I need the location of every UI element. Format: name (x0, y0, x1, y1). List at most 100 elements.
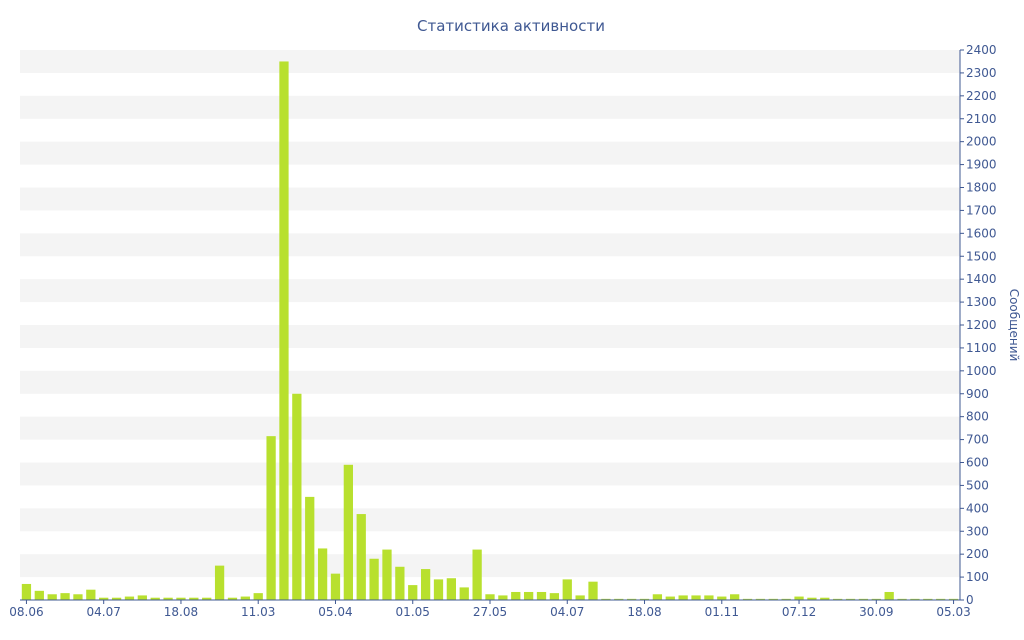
bar[interactable] (266, 436, 276, 600)
bar[interactable] (111, 597, 122, 600)
grid-band (20, 279, 960, 303)
x-tick-label: 27.05 (473, 605, 507, 619)
bar[interactable] (575, 595, 585, 600)
y-axis-label: Сообщений (1007, 289, 1021, 362)
y-tick-label: 1300 (966, 295, 997, 309)
bar[interactable] (910, 598, 920, 600)
bar[interactable] (433, 579, 444, 601)
bar[interactable] (614, 598, 624, 600)
bar[interactable] (717, 596, 727, 600)
bar[interactable] (845, 598, 856, 600)
y-tick-label: 2200 (966, 89, 997, 103)
bar[interactable] (227, 597, 238, 600)
bar[interactable] (678, 595, 688, 600)
bar[interactable] (124, 596, 135, 600)
x-tick-label: 11.03 (241, 605, 275, 619)
x-tick-label: 05.03 (936, 605, 970, 619)
bar[interactable] (627, 598, 637, 600)
bar[interactable] (820, 597, 830, 600)
bar[interactable] (34, 590, 44, 600)
grid-band (20, 370, 960, 394)
y-tick-label: 1200 (966, 318, 997, 332)
bar[interactable] (420, 569, 431, 600)
x-tick-label: 30.09 (859, 605, 893, 619)
y-ticks-group: 0 100 200 300 400 500 600 700 800 900 1000 1100 1200… (960, 43, 997, 607)
bar[interactable] (47, 594, 57, 600)
x-tick-label: 07.12 (782, 605, 816, 619)
bar[interactable] (137, 595, 147, 600)
bar[interactable] (601, 598, 611, 600)
bar[interactable] (240, 596, 250, 600)
bar[interactable] (253, 593, 263, 601)
grid-band (20, 325, 960, 348)
bar[interactable] (86, 589, 96, 600)
bar[interactable] (21, 583, 32, 600)
bar[interactable] (511, 591, 521, 600)
bar[interactable] (768, 598, 778, 600)
bar[interactable] (60, 593, 70, 601)
bar[interactable] (485, 594, 495, 600)
bar[interactable] (150, 597, 160, 600)
y-tick-label: 1800 (966, 181, 997, 195)
bar[interactable] (523, 591, 534, 600)
bars-group (21, 61, 959, 601)
bar[interactable] (73, 594, 83, 600)
bar[interactable] (781, 598, 791, 600)
x-tick-label: 01.11 (705, 605, 739, 619)
bar[interactable] (897, 598, 907, 600)
bar[interactable] (163, 597, 173, 600)
bar[interactable] (936, 598, 946, 600)
bar[interactable] (343, 464, 353, 600)
bar[interactable] (176, 597, 186, 600)
bar[interactable] (730, 594, 740, 600)
y-tick-label: 0 (966, 593, 974, 607)
bar[interactable] (665, 596, 675, 600)
bar[interactable] (408, 585, 418, 600)
bar[interactable] (549, 593, 560, 601)
grid-band (20, 233, 960, 257)
bar[interactable] (202, 597, 212, 600)
y-tick-label: 1600 (966, 226, 997, 240)
bar[interactable] (382, 549, 392, 600)
y-tick-label: 2300 (966, 66, 997, 80)
y-tick-label: 1900 (966, 158, 997, 172)
bar[interactable] (305, 496, 315, 601)
bar[interactable] (858, 598, 869, 600)
bar[interactable] (446, 578, 456, 600)
bar[interactable] (369, 558, 379, 600)
bar[interactable] (214, 565, 225, 601)
bar[interactable] (884, 591, 894, 600)
bar[interactable] (691, 595, 701, 600)
bar[interactable] (498, 595, 508, 600)
bar[interactable] (189, 597, 199, 600)
bar[interactable] (833, 598, 843, 600)
bar[interactable] (472, 549, 482, 600)
x-tick-label: 01.05 (396, 605, 430, 619)
bar[interactable] (755, 598, 766, 600)
bar[interactable] (317, 548, 328, 600)
y-tick-label: 800 (966, 410, 989, 424)
y-tick-label: 1700 (966, 203, 997, 217)
bar[interactable] (871, 598, 881, 600)
y-tick-label: 600 (966, 456, 989, 470)
bar[interactable] (292, 393, 302, 600)
bar[interactable] (279, 61, 289, 600)
bar[interactable] (794, 596, 804, 600)
bar[interactable] (459, 587, 469, 600)
bar[interactable] (639, 598, 650, 600)
bar[interactable] (588, 581, 598, 600)
bar[interactable] (356, 514, 366, 600)
bar[interactable] (330, 573, 341, 600)
y-tick-label: 2400 (966, 43, 997, 57)
bar[interactable] (99, 597, 109, 600)
bar[interactable] (652, 594, 663, 600)
y-tick-label: 500 (966, 478, 989, 492)
bar[interactable] (948, 598, 959, 600)
bar[interactable] (742, 598, 753, 600)
bar[interactable] (562, 579, 572, 601)
bar[interactable] (395, 566, 405, 600)
bar[interactable] (807, 597, 817, 600)
bar[interactable] (536, 591, 547, 600)
bar[interactable] (923, 598, 933, 600)
bar[interactable] (704, 595, 714, 600)
